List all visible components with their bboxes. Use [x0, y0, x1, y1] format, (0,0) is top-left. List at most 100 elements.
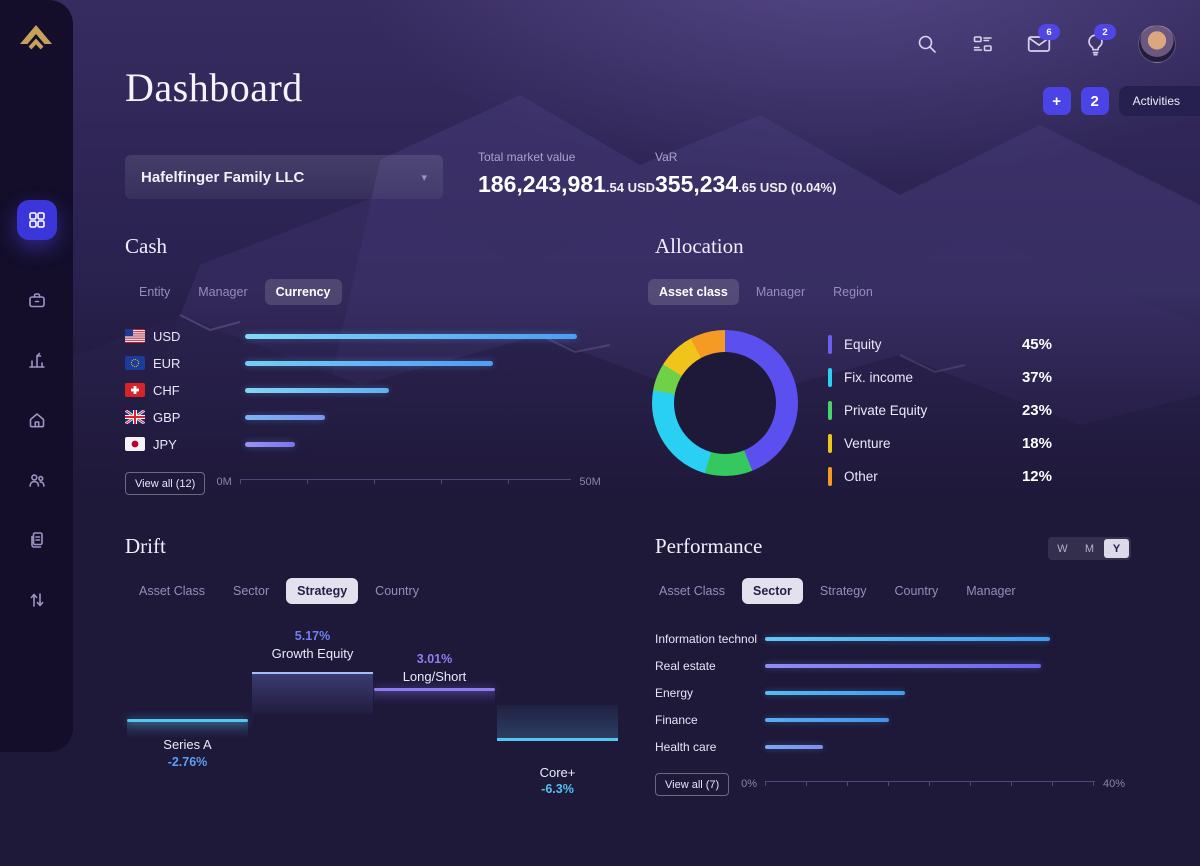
legend-label: Equity [844, 337, 882, 352]
legend-value: 45% [1021, 336, 1052, 353]
idea-icon[interactable]: 2 [1082, 24, 1116, 57]
drift-title: Drift [125, 534, 166, 558]
performance-bar-track [765, 657, 1095, 675]
gb-flag-icon [125, 410, 145, 424]
tab-country[interactable]: Country [375, 584, 419, 598]
drift-bar [127, 719, 248, 722]
avatar[interactable] [1138, 25, 1176, 63]
tab-m[interactable]: M [1084, 542, 1095, 555]
cash-bar-track [245, 354, 580, 372]
app-logo[interactable] [16, 18, 56, 55]
ch-flag-icon [125, 383, 145, 397]
home-icon [29, 413, 44, 428]
chevron-down-icon: ▾ [421, 171, 427, 184]
cash-tabs: Entity Manager Currency [128, 279, 342, 305]
cash-bar [245, 360, 493, 366]
cash-view-all-button[interactable]: View all (12) [125, 472, 206, 495]
tab-strategy[interactable]: Strategy [819, 584, 867, 598]
drift-step-long-short: 3.01% Long/Short [374, 625, 495, 805]
cash-chart: USD EUR CHF GBP JPY [125, 327, 592, 462]
sidebar-item-dashboard[interactable] [16, 200, 57, 240]
axis-max-label: 40% [1103, 778, 1126, 790]
cash-row: GBP [125, 408, 592, 426]
performance-row: Energy [655, 684, 1095, 701]
performance-bar [765, 637, 1050, 641]
drift-chart: Series A -2.76% 5.17% Growth Equity 3.01… [125, 625, 620, 805]
performance-bar-track [765, 738, 1095, 756]
kpi-label: VaR [655, 150, 678, 164]
performance-bar-track [765, 630, 1095, 648]
add-button[interactable]: + [1042, 87, 1071, 115]
legend-marker [828, 434, 832, 453]
legend-value: 37% [1021, 369, 1052, 386]
drift-bar [252, 672, 373, 715]
cash-row: JPY [125, 435, 592, 453]
currency-code: JPY [153, 436, 177, 452]
drift-step-name: Growth Equity [271, 646, 354, 661]
mail-icon[interactable]: 6 [1026, 24, 1060, 57]
performance-tabs: Asset Class Sector Strategy Country Manager [648, 578, 1027, 604]
users-icon [28, 474, 45, 487]
performance-row: Health care [655, 738, 1095, 755]
sidebar-item-clients[interactable] [17, 460, 57, 500]
tab-w[interactable]: W [1057, 542, 1068, 555]
cash-bar-track [245, 381, 580, 399]
sidebar-item-home[interactable] [17, 400, 57, 440]
transfer-arrows-icon [30, 593, 43, 607]
kpi-unit: USD [623, 180, 656, 195]
tab-asset-class[interactable]: Asset class [648, 279, 739, 305]
drift-step-name: Series A [163, 737, 212, 752]
axis-min-label: 0% [741, 778, 757, 790]
tab-manager[interactable]: Manager [198, 285, 248, 299]
layout-icon[interactable] [970, 31, 996, 57]
drift-tabs: Asset Class Sector Strategy Country [128, 578, 430, 604]
eu-flag-icon [125, 356, 145, 370]
axis-line [239, 479, 572, 485]
sidebar-item-analytics[interactable] [17, 340, 57, 380]
legend-marker [828, 335, 832, 354]
header-icons: 6 2 [914, 24, 1176, 63]
sidebar-item-transfers[interactable] [17, 580, 57, 620]
sidebar-item-portfolio[interactable] [17, 280, 57, 320]
activities-button[interactable]: Activities [1118, 86, 1200, 116]
tab-asset-class[interactable]: Asset Class [659, 584, 725, 598]
tab-entity[interactable]: Entity [139, 285, 171, 299]
tab-currency[interactable]: Currency [264, 279, 342, 305]
tab-manager[interactable]: Manager [755, 285, 806, 299]
kpi-total-market-value: Total market value 186,243,981.54 USD [478, 150, 655, 198]
tab-strategy[interactable]: Strategy [286, 578, 359, 604]
kpi-frac: .65 [738, 180, 757, 195]
drift-bar [497, 705, 618, 741]
mail-badge: 6 [1038, 24, 1060, 40]
tab-y[interactable]: Y [1104, 539, 1129, 558]
activities-count-button[interactable]: 2 [1080, 87, 1109, 115]
cash-row: USD [125, 327, 592, 345]
legend-value: 12% [1021, 468, 1052, 485]
us-flag-icon [125, 329, 145, 343]
entity-selector[interactable]: Hafelfinger Family LLC ▾ [125, 155, 443, 199]
drift-step-value: 5.17% [294, 629, 331, 643]
tab-sector[interactable]: Sector [742, 578, 803, 604]
drift-step-value: -2.76% [167, 755, 208, 769]
tab-sector[interactable]: Sector [233, 584, 270, 598]
search-icon[interactable] [914, 31, 940, 57]
tab-country[interactable]: Country [894, 584, 939, 598]
legend-item: Other 12% [828, 460, 1052, 493]
kpi-label: Total market value [478, 150, 576, 164]
legend-value: 18% [1021, 435, 1052, 452]
analytics-icon [28, 352, 45, 368]
sidebar-item-documents[interactable] [17, 520, 57, 560]
performance-view-all-button[interactable]: View all (7) [655, 773, 730, 796]
tab-asset-class[interactable]: Asset Class [139, 584, 205, 598]
tab-manager[interactable]: Manager [966, 584, 1016, 598]
kpi-unit: USD (0.04%) [756, 180, 837, 195]
allocation-legend: Equity 45% Fix. income 37% Private Equity 23%… [828, 328, 1052, 493]
drift-step-value: 3.01% [416, 652, 453, 666]
currency-code: USD [153, 328, 181, 344]
idea-badge: 2 [1094, 24, 1116, 40]
tab-region[interactable]: Region [833, 285, 873, 299]
drift-step-core-plus: Core+ -6.3% [497, 625, 618, 805]
background-fade [0, 290, 1200, 530]
performance-row: Information technol… [655, 630, 1095, 647]
